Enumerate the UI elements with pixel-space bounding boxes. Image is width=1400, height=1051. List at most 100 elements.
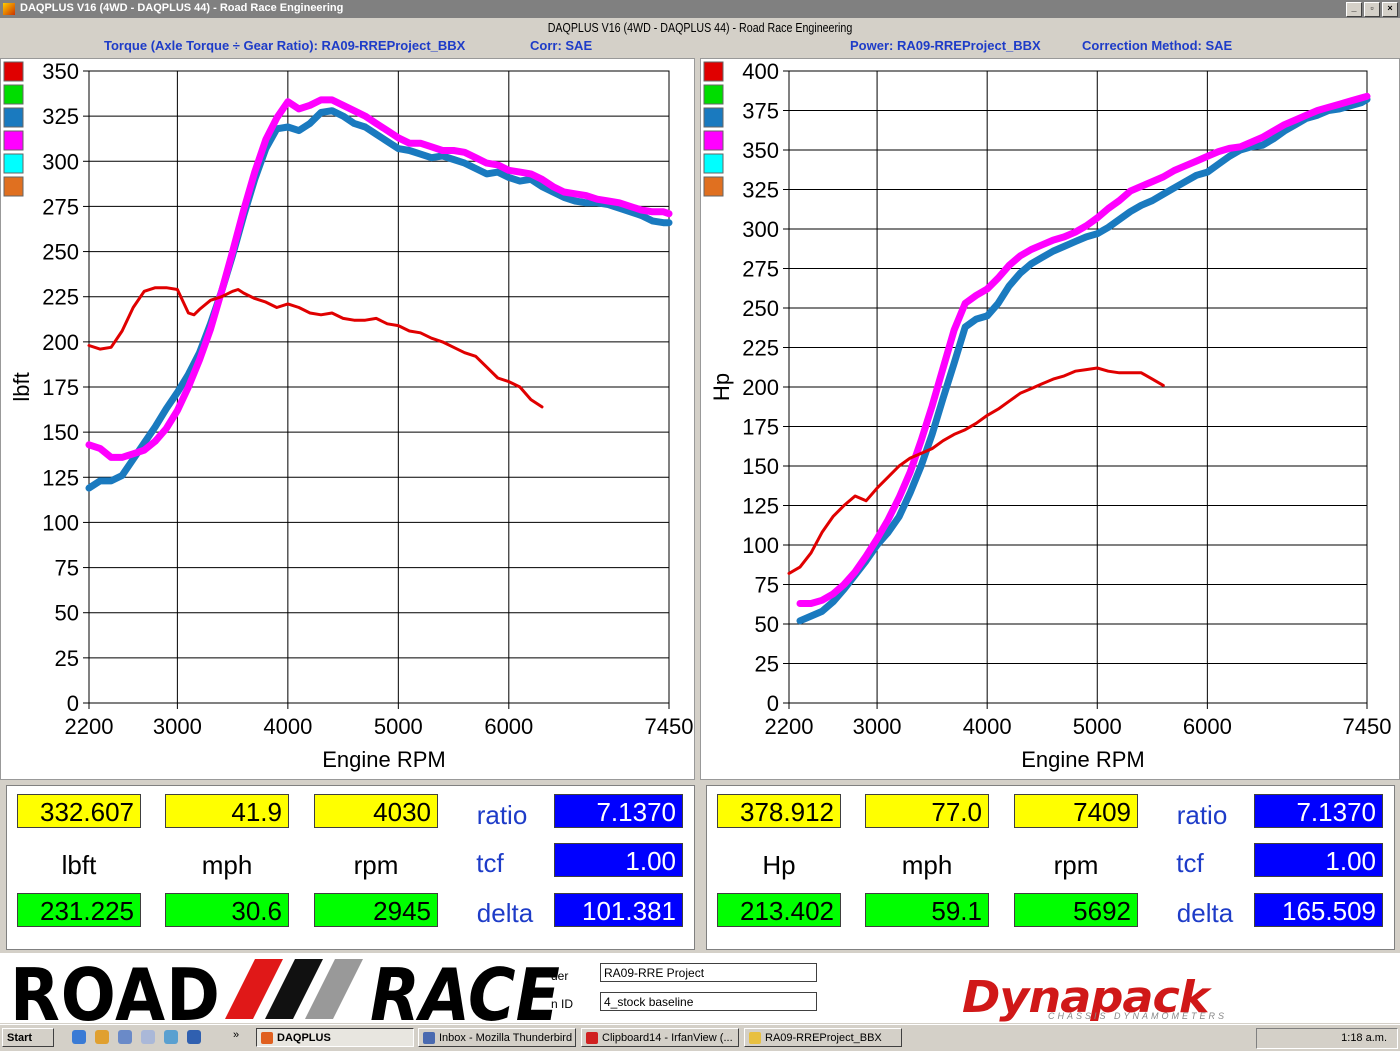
delta-value: 165.509 [1254,893,1383,927]
legend-swatch [3,153,24,174]
x-tick-label: 2200 [765,714,814,739]
delta-label: delta [476,898,534,928]
legend-swatch [703,130,724,151]
task-label: Clipboard14 - IrfanView (... [602,1032,733,1044]
y-tick-label: 325 [742,178,779,203]
start-button[interactable]: Start [2,1028,54,1047]
readout-mph-value: 77.0 [865,794,989,828]
y-tick-label: 125 [742,494,779,519]
unit-hp-label: Hp [762,850,796,880]
series-line-1 [796,92,1371,607]
torque-chart: 2200 3000 4000 5000 6000 7450 0 25 50 75 100 125 150… [3,59,694,772]
x-tick-label: 4000 [263,714,312,739]
footer-bar: ROAD RACE der RA09-RRE Project n ID 4_st… [0,953,1400,1037]
ratio-label: ratio [476,800,528,830]
quicklaunch-app-icon[interactable] [118,1030,132,1044]
tcf-value: 1.00 [1254,843,1383,877]
logo-stripes-graphic [225,959,363,1019]
task-daqplus[interactable]: DAQPLUS [256,1028,414,1047]
quicklaunch-app-icon[interactable] [141,1030,155,1044]
x-tick-label: 7450 [645,714,694,739]
power-chart-panel: 2200 3000 4000 5000 6000 7450 0 25 50 75 100 125 150… [700,58,1400,780]
road-race-logo-race: RACE [370,953,560,1037]
y-tick-label: 50 [55,601,79,626]
y-tick-label: 300 [742,217,779,242]
minimize-button[interactable]: _ [1346,2,1362,17]
quicklaunch-chevron[interactable]: » [233,1029,240,1041]
window-titlebar[interactable]: DAQPLUS V16 (4WD - DAQPLUS 44) - Road Ra… [0,0,1400,18]
y-tick-label: 225 [742,336,779,361]
y-tick-label: 200 [42,330,79,355]
field1-label: der [551,969,569,983]
readout-mph-value: 41.9 [165,794,289,828]
y-tick-label: 400 [742,59,779,84]
y-tick-label: 200 [742,375,779,400]
x-tick-label: 2200 [65,714,114,739]
series-group [787,92,1371,625]
system-tray: 1:18 a.m. [1256,1028,1398,1049]
x-tick-label: 7450 [1343,714,1392,739]
y-axis-label: lbft [9,372,34,401]
quicklaunch-app-icon[interactable] [95,1030,109,1044]
y-tick-label: 150 [742,454,779,479]
y-tick-label: 150 [42,420,79,445]
series-line-2 [787,366,1165,575]
power-chart-correction: Correction Method: SAE [1082,38,1233,53]
tcf-label: tcf [476,848,504,878]
field2-label: n ID [551,997,574,1011]
y-tick-label: 25 [55,646,79,671]
series-line-0 [85,107,673,492]
y-tick-label: 325 [42,104,79,129]
field2-input[interactable]: 4_stock baseline [600,992,817,1011]
series-line-0 [796,95,1371,625]
unit-rpm-label: rpm [1053,850,1099,880]
legend-swatch [703,153,724,174]
y-tick-label: 125 [42,465,79,490]
readout-mph-cursor-value: 30.6 [165,893,289,927]
x-tick-label: 3000 [153,714,202,739]
x-tick-label: 6000 [1183,714,1232,739]
unit-lbft-label: lbft [61,850,97,880]
series-group [85,96,673,492]
irfanview-task-icon [586,1032,598,1044]
unit-mph-label: mph [201,850,253,880]
y-tick-label: 0 [767,691,779,716]
close-button[interactable]: × [1382,2,1398,17]
readout-power-value: 378.912 [717,794,841,828]
torque-chart-title: Torque (Axle Torque ÷ Gear Ratio): RA09-… [104,38,466,53]
quicklaunch-app-icon[interactable] [164,1030,178,1044]
y-tick-label: 50 [755,612,779,637]
x-tick-label: 5000 [374,714,423,739]
y-tick-label: 175 [42,375,79,400]
folder-task-icon [749,1032,761,1044]
quicklaunch-app-icon[interactable] [187,1030,201,1044]
legend-swatch [3,130,24,151]
y-tick-label: 100 [742,533,779,558]
legend-swatch [3,176,24,197]
readout-torque-cursor-value: 231.225 [17,893,141,927]
readout-rpm-cursor-value: 2945 [314,893,438,927]
delta-value: 101.381 [554,893,683,927]
readout-torque-value: 332.607 [17,794,141,828]
ie-icon[interactable] [72,1030,86,1044]
legend-swatch [3,84,24,105]
window-title: DAQPLUS V16 (4WD - DAQPLUS 44) - Road Ra… [20,2,344,14]
x-axis-label: Engine RPM [1021,747,1145,772]
task-thunderbird[interactable]: Inbox - Mozilla Thunderbird [418,1028,576,1047]
series-line-1 [85,96,673,461]
y-tick-label: 275 [42,194,79,219]
restore-button[interactable]: ▫ [1364,2,1380,17]
y-tick-label: 275 [742,257,779,282]
y-tick-label: 350 [42,59,79,84]
field1-input[interactable]: RA09-RRE Project [600,963,817,982]
y-tick-label: 75 [755,573,779,598]
legend-swatch [3,61,24,82]
task-irfanview[interactable]: Clipboard14 - IrfanView (... [581,1028,739,1047]
power-readout-panel: 378.912 77.0 7409 Hp mph rpm 213.402 59.… [706,785,1395,950]
app-caption: DAQPLUS V16 (4WD - DAQPLUS 44) - Road Ra… [547,20,853,35]
dynapack-logo: Dynapack [962,972,1210,1023]
daqplus-task-icon [261,1032,273,1044]
legend-swatch [3,107,24,128]
task-label: Inbox - Mozilla Thunderbird [439,1032,573,1044]
task-folder[interactable]: RA09-RREProject_BBX [744,1028,902,1047]
